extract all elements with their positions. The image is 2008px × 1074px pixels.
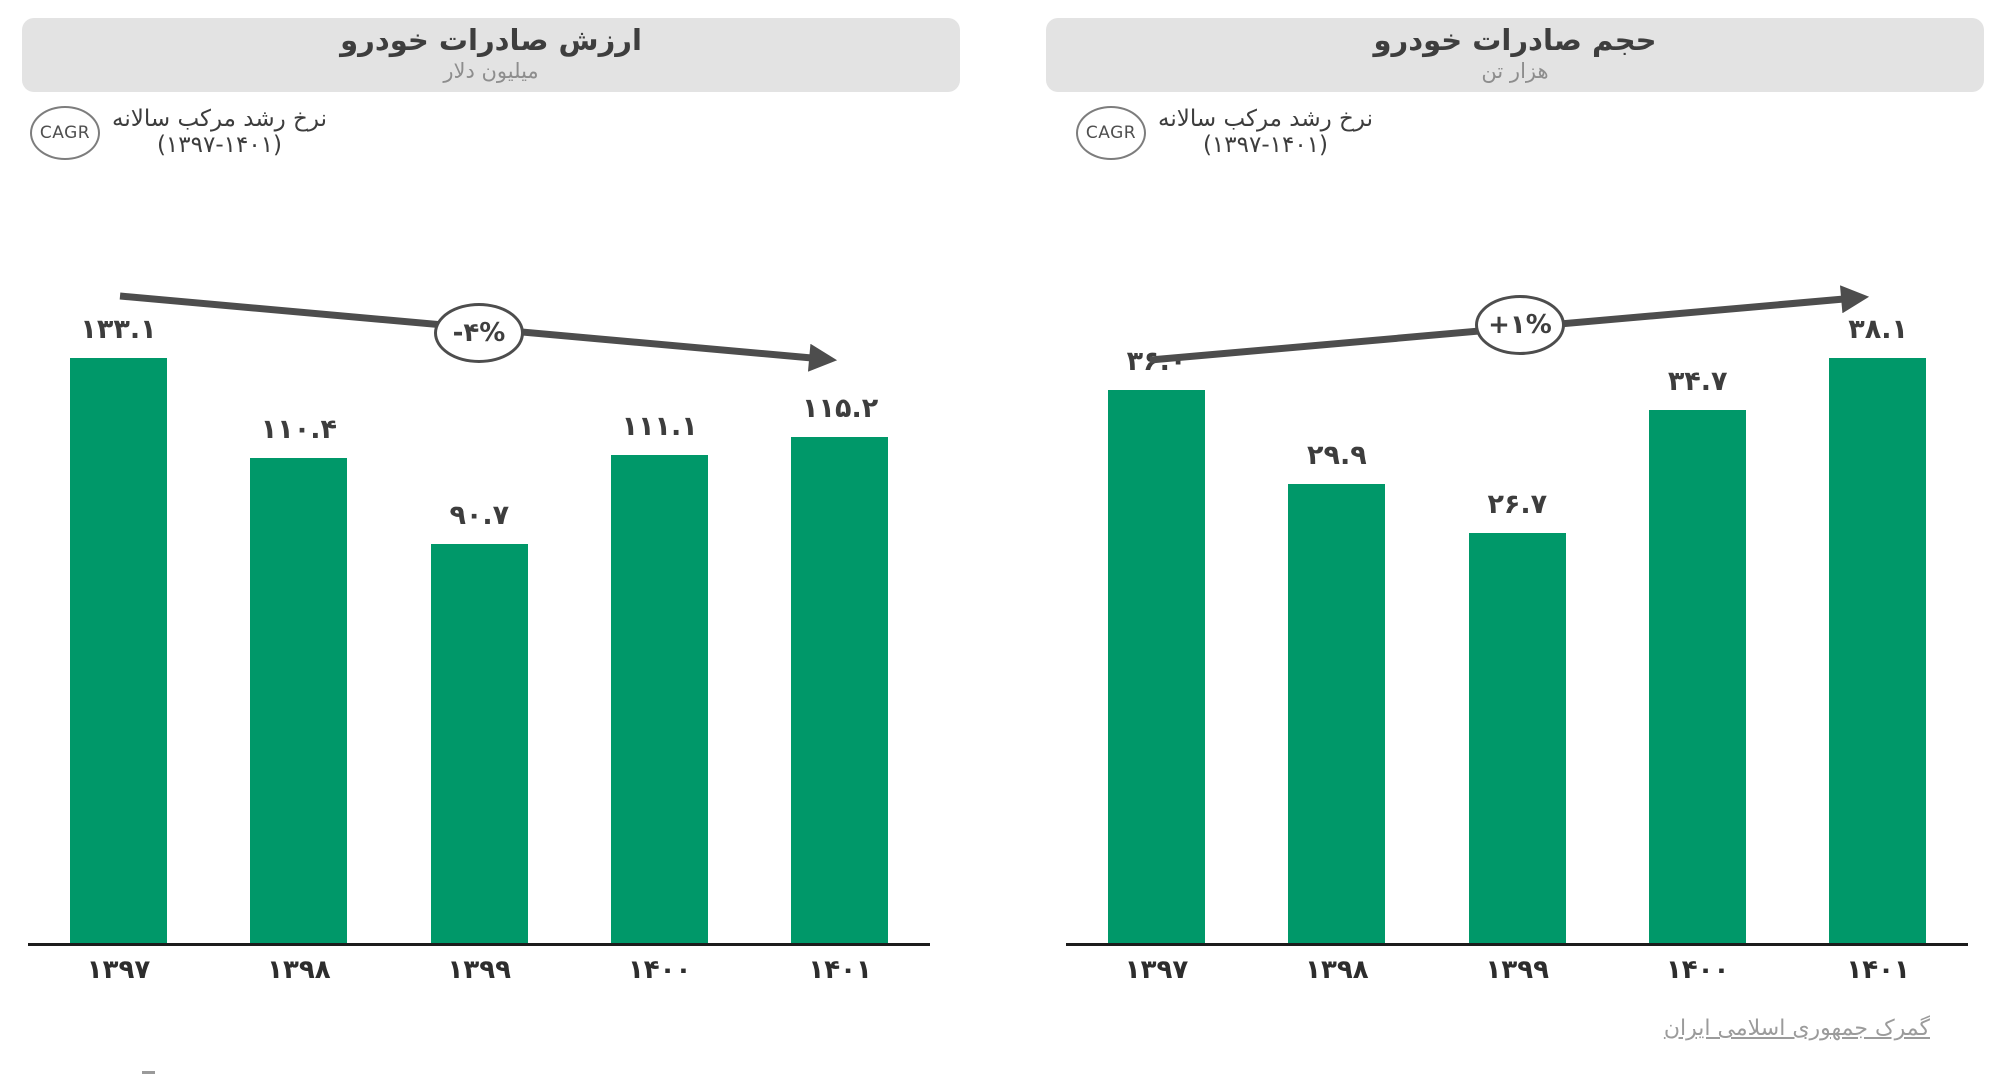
bar-۱۳۹۹ xyxy=(1468,533,1566,943)
cagr-legend: CAGR نرخ رشد مرکب سالانه (۱۳۹۷-۱۴۰۱) xyxy=(30,106,327,160)
bar-۱۳۹۹ xyxy=(430,544,528,943)
bar-۱۴۰۰ xyxy=(1648,410,1746,943)
chart-header: حجم صادرات خودرو هزار تن xyxy=(1046,18,1984,92)
plot-area: ۱۳۳.۱ ۱۳۹۷ ۱۱۰.۴ ۱۳۹۸ ۹۰.۷ ۱۳۹۹ ۱۱۱.۱ ۱۴۰۰ ۱۱۵.۲… xyxy=(28,18,930,1008)
cagr-label: نرخ رشد مرکب سالانه (۱۳۹۷-۱۴۰۱) xyxy=(1158,106,1373,159)
x-axis-label: ۱۳۹۸ xyxy=(267,955,331,985)
chart-unit-label: هزار تن xyxy=(1481,59,1549,84)
bar-value-label: ۱۱۱.۱ xyxy=(621,411,698,442)
x-axis-label: ۱۳۹۷ xyxy=(86,955,151,985)
bar-value-label: ۳۸.۱ xyxy=(1848,314,1908,345)
x-axis-line xyxy=(1066,943,1968,946)
cagr-label: نرخ رشد مرکب سالانه (۱۳۹۷-۱۴۰۱) xyxy=(112,106,327,159)
cagr-label-line2: (۱۳۹۷-۱۴۰۱) xyxy=(156,132,283,159)
bar-value-label: ۲۹.۹ xyxy=(1307,440,1367,471)
cagr-oval-icon: CAGR xyxy=(30,106,100,160)
chart-unit-label: میلیون دلار xyxy=(443,59,539,84)
x-axis-label: ۱۳۹۸ xyxy=(1305,955,1369,985)
bar-۱۳۹۸ xyxy=(1288,484,1386,943)
cagr-label-line2: (۱۳۹۷-۱۴۰۱) xyxy=(1202,132,1329,159)
x-axis-label: ۱۴۰۰ xyxy=(627,955,692,985)
bar-۱۴۰۰ xyxy=(610,455,708,943)
cagr-legend: CAGR نرخ رشد مرکب سالانه (۱۳۹۷-۱۴۰۱) xyxy=(1076,106,1373,160)
chart-export-volume: حجم صادرات خودرو هزار تن CAGR نرخ رشد مر… xyxy=(1046,18,1984,1028)
x-axis-label: ۱۴۰۰ xyxy=(1665,955,1730,985)
source-link[interactable]: گمرک جمهوری اسلامی ایران xyxy=(1663,1016,1930,1041)
chart-header: ارزش صادرات خودرو میلیون دلار xyxy=(22,18,960,92)
cagr-label-line1: نرخ رشد مرکب سالانه xyxy=(112,106,327,132)
bar-value-label: ۳۶.۰ xyxy=(1126,346,1187,377)
x-axis-label: ۱۳۹۹ xyxy=(1485,955,1550,985)
x-axis-line xyxy=(28,943,930,946)
cagr-value-badge: -۴% xyxy=(434,303,524,363)
bar-value-label: ۹۰.۷ xyxy=(449,500,510,531)
cagr-oval-icon: CAGR xyxy=(1076,106,1146,160)
x-axis-label: ۱۴۰۱ xyxy=(808,955,872,985)
cagr-label-line1: نرخ رشد مرکب سالانه xyxy=(1158,106,1373,132)
bar-۱۳۹۷ xyxy=(69,358,167,943)
bar-۱۴۰۱ xyxy=(791,437,889,943)
bar-۱۳۹۸ xyxy=(250,458,348,943)
x-axis-label: ۱۳۹۷ xyxy=(1124,955,1189,985)
bar-۱۴۰۱ xyxy=(1829,358,1927,943)
chart-export-value: ارزش صادرات خودرو میلیون دلار CAGR نرخ ر… xyxy=(22,18,960,1028)
bar-value-label: ۱۱۵.۲ xyxy=(802,393,879,424)
x-axis-label: ۱۴۰۱ xyxy=(1846,955,1910,985)
bar-value-label: ۳۴.۷ xyxy=(1667,366,1728,397)
plot-area: ۳۶.۰ ۱۳۹۷ ۲۹.۹ ۱۳۹۸ ۲۶.۷ ۱۳۹۹ ۳۴.۷ ۱۴۰۰ ۳۸.۱ ۱۴۰۱ xyxy=(1066,18,1968,1008)
chart-title: ارزش صادرات خودرو xyxy=(340,23,642,58)
cutoff-artifact xyxy=(142,1071,155,1074)
bar-value-label: ۲۶.۷ xyxy=(1487,489,1548,520)
chart-title: حجم صادرات خودرو xyxy=(1373,23,1657,58)
x-axis-label: ۱۳۹۹ xyxy=(447,955,512,985)
bar-۱۳۹۷ xyxy=(1107,390,1205,943)
cagr-value-badge: +۱% xyxy=(1475,295,1565,355)
bar-value-label: ۱۱۰.۴ xyxy=(260,414,337,445)
bar-value-label: ۱۳۳.۱ xyxy=(80,314,157,345)
